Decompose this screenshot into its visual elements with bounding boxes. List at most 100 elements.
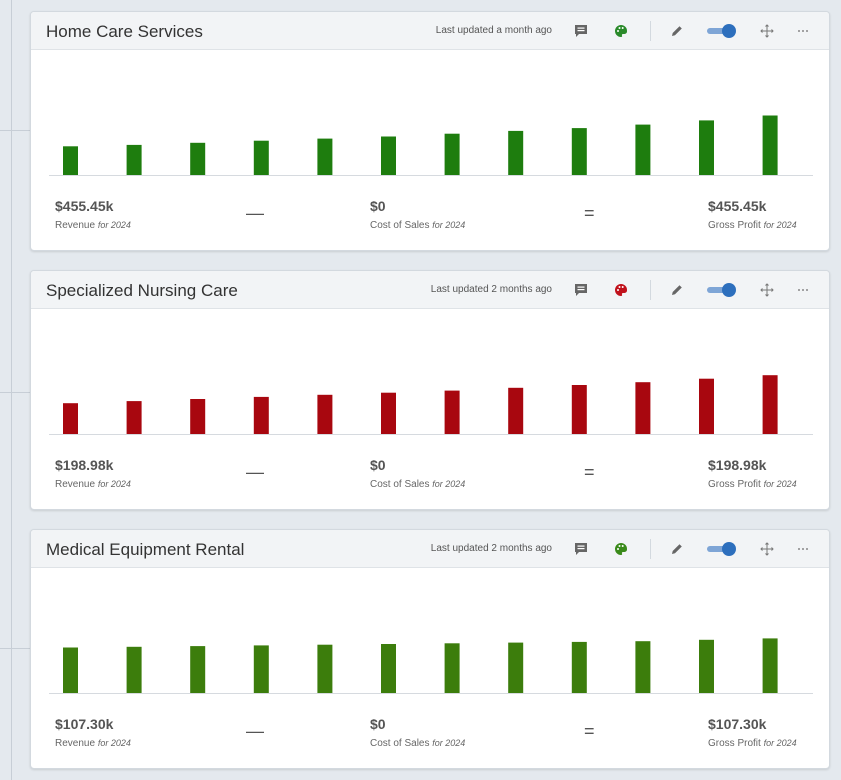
gross-profit-label: Gross Profit for 2024 [708, 220, 797, 231]
minus-sign: — [246, 462, 264, 482]
bar-4[interactable] [253, 396, 269, 434]
rail-connector [0, 648, 30, 649]
bar-9[interactable] [571, 385, 587, 434]
card-header: Medical Equipment Rental Last updated 2 … [31, 530, 829, 568]
rail-connector [0, 392, 30, 393]
toggle-track [707, 28, 733, 34]
equals-sign: = [584, 462, 595, 482]
comment-icon[interactable] [571, 21, 591, 41]
gross-profit-label: Gross Profit for 2024 [708, 479, 797, 490]
bar-6[interactable] [381, 392, 396, 434]
last-updated-text: Last updated 2 months ago [430, 284, 552, 295]
card-title: Medical Equipment Rental [46, 540, 245, 559]
card-title: Specialized Nursing Care [46, 281, 238, 300]
bar-8[interactable] [508, 130, 524, 175]
bar-2[interactable] [126, 646, 142, 693]
bar-6[interactable] [381, 136, 396, 176]
cost-of-sales-label: Cost of Sales for 2024 [370, 220, 466, 231]
visibility-toggle[interactable] [707, 283, 737, 297]
revenue-bar-chart [49, 115, 813, 176]
revenue-label: Revenue for 2024 [55, 479, 131, 490]
last-updated-text: Last updated 2 months ago [430, 543, 552, 554]
bar-1[interactable] [63, 403, 78, 434]
equals-sign: = [584, 203, 595, 223]
bar-11[interactable] [699, 639, 714, 693]
bar-8[interactable] [508, 642, 524, 693]
bar-3[interactable] [190, 646, 206, 693]
bar-3[interactable] [190, 142, 206, 175]
header-divider [650, 280, 651, 300]
bar-3[interactable] [190, 399, 206, 434]
bar-1[interactable] [63, 647, 78, 694]
bar-5[interactable] [317, 138, 333, 175]
bar-5[interactable] [317, 644, 333, 693]
cost-of-sales-value: $0 [370, 457, 386, 473]
edit-pencil-icon[interactable] [667, 21, 687, 41]
bar-7[interactable] [444, 390, 460, 434]
more-options-icon[interactable] [793, 21, 813, 41]
bar-10[interactable] [635, 382, 651, 434]
revenue-value: $107.30k [55, 716, 114, 732]
card-header: Specialized Nursing Care Last updated 2 … [31, 271, 829, 309]
bar-5[interactable] [317, 394, 333, 434]
minus-sign: — [246, 203, 264, 223]
bar-11[interactable] [699, 120, 714, 175]
gross-profit-label: Gross Profit for 2024 [708, 738, 797, 749]
cost-of-sales-label: Cost of Sales for 2024 [370, 738, 466, 749]
edit-pencil-icon[interactable] [667, 280, 687, 300]
bar-12[interactable] [762, 638, 778, 693]
bar-2[interactable] [126, 144, 142, 175]
cost-of-sales-value: $0 [370, 198, 386, 214]
bar-10[interactable] [635, 124, 651, 175]
toggle-knob [722, 283, 736, 297]
gross-profit-value: $198.98k [708, 457, 767, 473]
move-arrows-icon[interactable] [757, 21, 777, 41]
palette-icon[interactable] [611, 539, 631, 559]
bar-12[interactable] [762, 115, 778, 176]
revenue-label: Revenue for 2024 [55, 738, 131, 749]
card-title: Home Care Services [46, 22, 203, 41]
more-options-icon[interactable] [793, 539, 813, 559]
bar-7[interactable] [444, 643, 460, 693]
gross-profit-value: $107.30k [708, 716, 767, 732]
bar-1[interactable] [63, 146, 78, 175]
bar-11[interactable] [699, 378, 714, 434]
bar-7[interactable] [444, 133, 460, 175]
widget-card: Specialized Nursing Care Last updated 2 … [30, 270, 830, 510]
bar-10[interactable] [635, 641, 651, 693]
move-arrows-icon[interactable] [757, 539, 777, 559]
metrics-row: $455.45k Revenue for 2024 — $0 Cost of S… [31, 198, 829, 246]
minus-sign: — [246, 721, 264, 741]
card-header: Home Care Services Last updated a month … [31, 12, 829, 50]
bar-2[interactable] [126, 401, 142, 434]
bar-12[interactable] [762, 375, 778, 434]
gross-profit-value: $455.45k [708, 198, 767, 214]
rail-connector [0, 130, 30, 131]
edit-pencil-icon[interactable] [667, 539, 687, 559]
bar-8[interactable] [508, 387, 524, 434]
header-divider [650, 21, 651, 41]
revenue-bar-chart [49, 638, 813, 694]
header-divider [650, 539, 651, 559]
revenue-value: $455.45k [55, 198, 114, 214]
visibility-toggle[interactable] [707, 24, 737, 38]
palette-icon[interactable] [611, 21, 631, 41]
toggle-track [707, 546, 733, 552]
move-arrows-icon[interactable] [757, 280, 777, 300]
comment-icon[interactable] [571, 280, 591, 300]
equals-sign: = [584, 721, 595, 741]
comment-icon[interactable] [571, 539, 591, 559]
bar-9[interactable] [571, 128, 587, 175]
bar-6[interactable] [381, 644, 396, 693]
left-rail [0, 0, 12, 780]
revenue-value: $198.98k [55, 457, 114, 473]
palette-icon[interactable] [611, 280, 631, 300]
last-updated-text: Last updated a month ago [435, 25, 552, 36]
visibility-toggle[interactable] [707, 542, 737, 556]
bar-4[interactable] [253, 140, 269, 175]
more-options-icon[interactable] [793, 280, 813, 300]
bar-4[interactable] [253, 645, 269, 693]
toggle-track [707, 287, 733, 293]
bar-9[interactable] [571, 641, 587, 693]
toggle-knob [722, 24, 736, 38]
